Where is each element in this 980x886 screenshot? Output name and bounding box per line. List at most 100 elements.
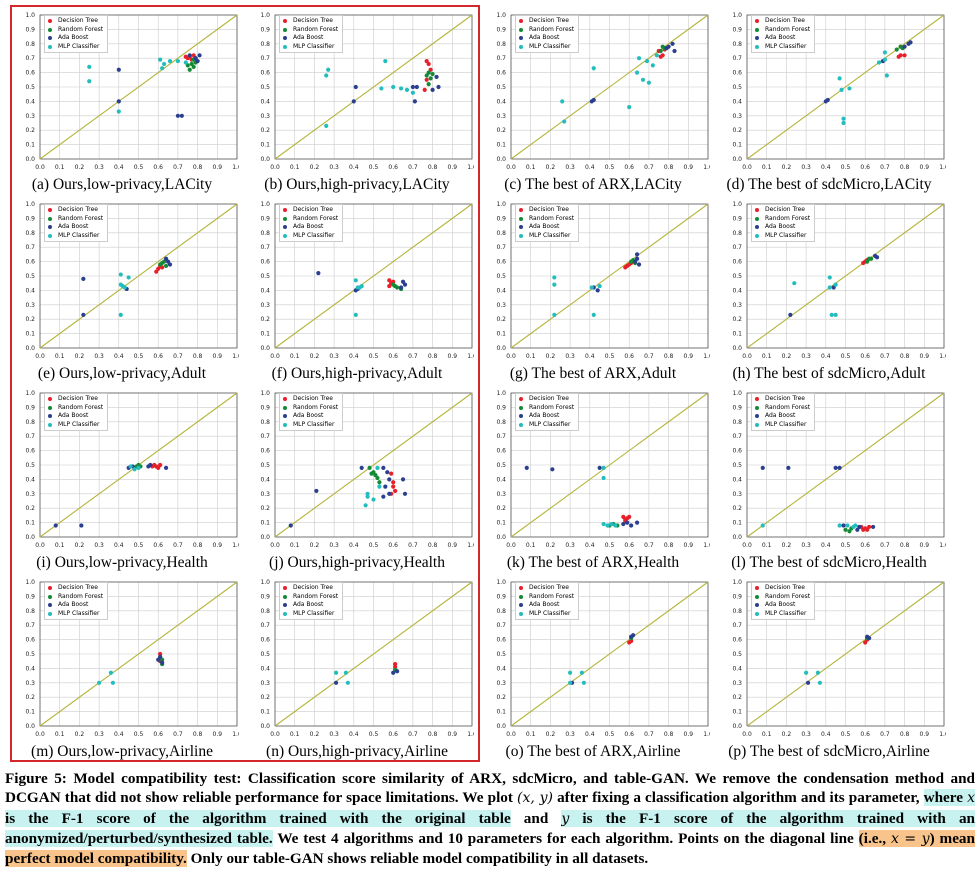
- legend: Decision Tree Random Forest Ada Boost MLP C…: [515, 582, 580, 621]
- x-tick-label: 0.9: [920, 542, 930, 549]
- x-tick-label: 0.6: [388, 731, 398, 738]
- scatter-plot: 0.00.0 0.1 0.1 0.2 0.2 0.3 0.3 0.4 0.4 0.5 0.5 0.6 0…: [496, 390, 710, 549]
- y-tick-label: 1.0: [25, 390, 35, 397]
- x-tick-label: 0.6: [860, 731, 870, 738]
- legend-marker-icon: [519, 423, 523, 428]
- point-mlp-classifier: [817, 680, 822, 685]
- x-tick-label: 0.9: [448, 731, 458, 738]
- x-tick-label: 0.5: [134, 164, 144, 171]
- point-random-forest: [375, 475, 380, 481]
- x-tick-label: 0.2: [75, 353, 85, 360]
- x-tick-label: 0.8: [664, 164, 674, 171]
- y-tick-label: 1.0: [496, 390, 506, 397]
- legend-label: Decision Tree: [765, 17, 805, 24]
- point-ada-boost: [116, 99, 121, 104]
- point-mlp-classifier: [841, 116, 846, 121]
- point-ada-boost: [412, 99, 417, 104]
- point-ada-boost: [167, 262, 173, 267]
- legend-marker-icon: [48, 225, 52, 230]
- x-tick-label: 1.0: [232, 731, 239, 738]
- legend-entry-mlp-classifier: MLP Classifier: [48, 232, 103, 241]
- y-tick-label: 0.7: [496, 244, 506, 251]
- x-tick-label: 0.1: [762, 164, 772, 171]
- y-tick-label: 0.9: [496, 26, 506, 33]
- x-tick-label: 0.1: [55, 164, 65, 171]
- legend-label: Ada Boost: [293, 223, 324, 231]
- scatter-plot: 0.00.0 0.1 0.1 0.2 0.2 0.3 0.3 0.4 0.4 0.5 0.5 0.6 0…: [260, 390, 474, 549]
- point-ada-boost: [385, 470, 390, 475]
- x-tick-label: 0.9: [213, 353, 223, 360]
- point-ada-boost: [436, 84, 441, 90]
- point-ada-boost: [908, 40, 913, 45]
- point-decision-tree: [902, 53, 907, 58]
- legend-label: Ada Boost: [58, 601, 89, 609]
- legend-marker-icon: [519, 45, 523, 50]
- y-tick-label: 0.7: [25, 622, 35, 629]
- y-tick-label: 0.0: [496, 534, 506, 541]
- subfigure-caption: (a) Ours,low-privacy,LACity: [31, 176, 213, 193]
- point-mlp-classifier: [116, 109, 121, 114]
- y-tick-label: 0.7: [732, 433, 742, 440]
- legend-label: Random Forest: [58, 214, 104, 222]
- y-tick-label: 0.6: [496, 70, 506, 77]
- legend-entry-mlp-classifier: MLP Classifier: [283, 232, 338, 241]
- legend-label: Random Forest: [529, 25, 575, 33]
- x-tick-label: 0.7: [173, 164, 183, 171]
- point-decision-tree: [158, 651, 163, 657]
- y-tick-label: 0.0: [25, 345, 35, 352]
- point-decision-tree: [623, 265, 628, 270]
- scatter-plot: 0.00.0 0.1 0.1 0.2 0.2 0.3 0.3 0.4 0.4 0.5 0.5 0.6 0…: [496, 201, 710, 360]
- x-tick-label: 0.3: [94, 731, 104, 738]
- point-mlp-classifier: [884, 73, 889, 78]
- y-tick-label: 0.4: [732, 287, 742, 294]
- x-tick-label: 0.5: [841, 731, 851, 738]
- x-tick-label: 0.1: [55, 731, 65, 738]
- legend-marker-icon: [755, 19, 759, 24]
- scatter-panel-p: 0.0 0.0 0.1 0.1 0.2 0.2 0.3 0.3 0.4 0.4 0.5 0.5 0.6 0…: [712, 573, 946, 761]
- point-ada-boost: [81, 276, 86, 281]
- legend-label: Decision Tree: [765, 206, 805, 213]
- legend-marker-icon: [48, 45, 52, 50]
- x-tick-label: 0.5: [134, 731, 144, 738]
- y-tick-label: 0.7: [732, 55, 742, 62]
- legend: Decision Tree Random Forest Ada Boost MLP C…: [751, 204, 816, 243]
- y-tick-label: 0.4: [25, 665, 35, 672]
- legend: Decision Tree Random Forest Ada Boost MLP C…: [44, 204, 109, 243]
- x-tick-label: 0.0: [35, 731, 45, 738]
- y-tick-label: 0.1: [260, 331, 270, 338]
- y-tick-label: 0.2: [260, 694, 270, 701]
- x-tick-label: 0.3: [329, 164, 339, 171]
- legend-marker-icon: [283, 586, 287, 591]
- y-tick-label: 0.3: [496, 680, 506, 687]
- x-tick-label: 0.6: [153, 353, 163, 360]
- point-ada-boost: [79, 523, 84, 528]
- caption-math-y: y: [561, 810, 570, 827]
- legend-entry-decision-tree: Decision Tree: [48, 584, 103, 593]
- point-decision-tree: [391, 279, 396, 284]
- y-tick-label: 0.2: [25, 316, 35, 323]
- point-ada-boost: [825, 97, 830, 103]
- point-ada-boost: [633, 259, 638, 264]
- x-tick-label: 0.4: [821, 542, 831, 549]
- legend-marker-icon: [283, 612, 287, 617]
- x-tick-label: 0.8: [664, 731, 674, 738]
- point-random-forest: [424, 73, 429, 78]
- point-mlp-classifier: [560, 99, 565, 104]
- legend-marker-icon: [519, 216, 523, 221]
- point-decision-tree: [658, 54, 663, 59]
- x-tick-label: 0.7: [644, 542, 654, 549]
- legend-marker-icon: [283, 45, 287, 50]
- plot-frame: [274, 14, 473, 160]
- point-decision-tree: [389, 471, 394, 476]
- point-ada-boost: [353, 84, 358, 90]
- point-mlp-classifier: [833, 312, 838, 317]
- legend-marker-icon: [755, 414, 759, 419]
- point-mlp-classifier: [579, 670, 585, 675]
- legend-entry-random-forest: Random Forest: [48, 215, 103, 224]
- y-tick-label: 0.8: [496, 419, 506, 426]
- point-random-forest: [430, 71, 435, 77]
- point-mlp-classifier: [601, 475, 606, 481]
- legend-marker-icon: [519, 397, 523, 402]
- x-tick-label: 0.5: [134, 542, 144, 549]
- y-tick-label: 0.5: [260, 273, 270, 280]
